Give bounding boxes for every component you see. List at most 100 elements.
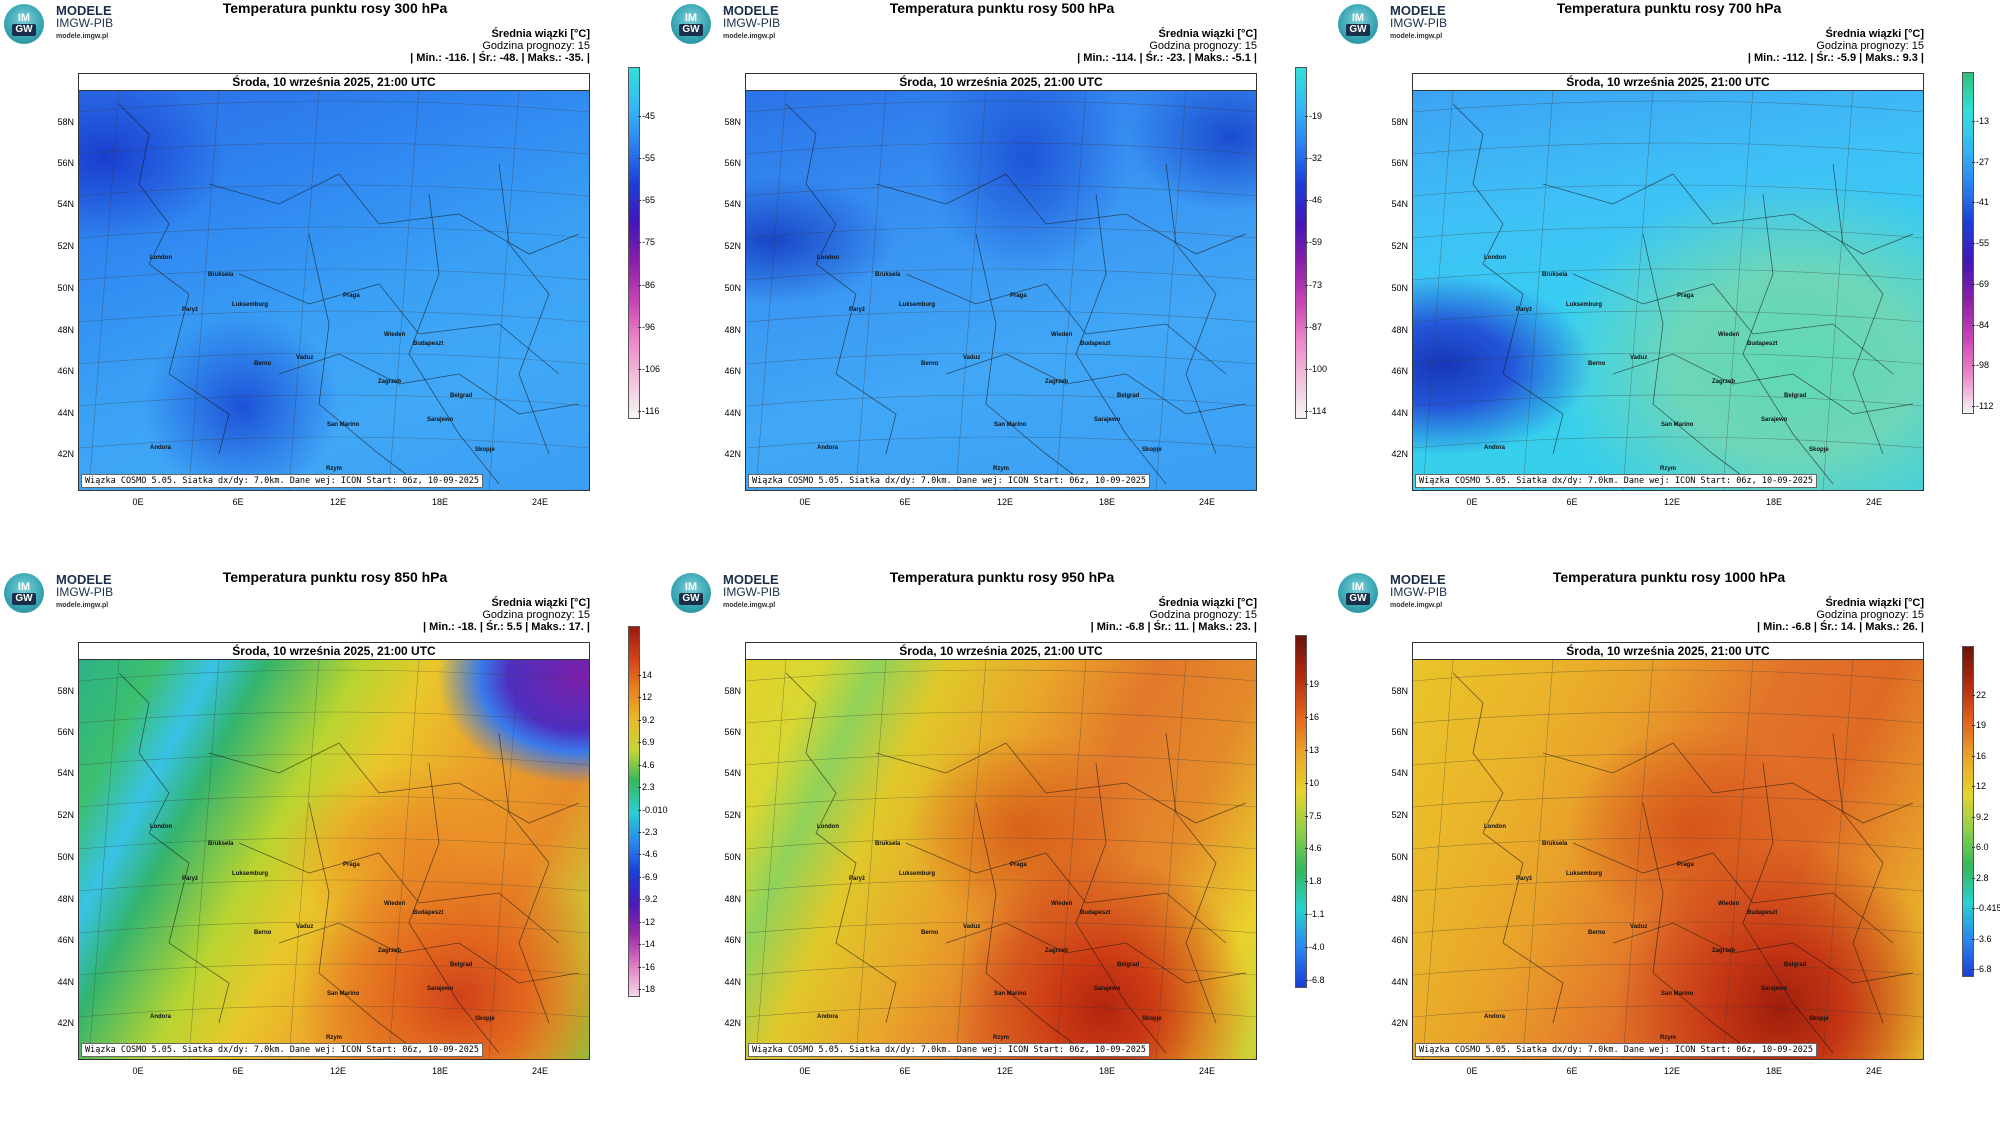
latitude-label: 42N — [1391, 1018, 1408, 1028]
latitude-label: 42N — [57, 449, 74, 459]
city-label: London — [1484, 824, 1506, 830]
latitude-gridline — [746, 837, 1256, 850]
city-label: Wiedeń — [1718, 901, 1740, 907]
city-label: Vaduz — [296, 355, 314, 361]
longitude-label: 18E — [1765, 1066, 1782, 1076]
latitude-label: 50N — [1391, 852, 1408, 862]
map-area: Środa, 10 września 2025, 21:00 UTC Wiązka… — [745, 73, 1257, 491]
country-border — [208, 173, 580, 255]
country-border — [1542, 742, 1914, 824]
city-label: Zagrzeb — [1045, 948, 1069, 954]
city-label: Skopje — [1809, 447, 1829, 453]
brand-line3: modele.imgw.pl — [56, 33, 109, 40]
city-label: Andora — [150, 1014, 171, 1020]
country-border — [785, 103, 897, 455]
country-border — [1612, 353, 1914, 415]
longitude-label: 12E — [996, 497, 1013, 507]
logo-top-text: IM — [684, 581, 698, 593]
latitude-label: 58N — [724, 117, 741, 127]
forecast-hour: Godzina prognozy: 15 — [1149, 40, 1257, 52]
brand-line1: MODELE — [56, 3, 112, 18]
latitude-label: 46N — [724, 366, 741, 376]
longitude-gridline — [188, 658, 220, 1059]
country-border — [975, 802, 1087, 1054]
colorbar-tick: -84 — [1971, 319, 1990, 330]
city-label: Paryż — [1516, 307, 1533, 313]
colorbar-tick: 6.0 — [1972, 842, 1989, 853]
country-border — [308, 233, 420, 485]
colorbar-tick: -114 — [1304, 406, 1327, 416]
imgw-logo: IM GW — [4, 573, 44, 613]
longitude-gridline — [1055, 658, 1087, 1059]
brand-line3: modele.imgw.pl — [1390, 33, 1443, 40]
colorbar-tick: 10 — [1304, 777, 1320, 788]
latitude-gridline — [746, 142, 1256, 155]
latitude-label: 52N — [1391, 241, 1408, 251]
brand-line2: IMGW-PIB — [1390, 16, 1448, 30]
colorbar-tick: 12 — [637, 692, 653, 703]
stats-line: | Min.: -114. | Śr.: -23. | Maks.: -5.1 … — [1077, 52, 1257, 64]
country-border — [238, 273, 560, 375]
latitude-label: 58N — [57, 117, 74, 127]
longitude-gridline — [88, 658, 120, 1059]
info-title: Średnia wiązki [°C] — [1825, 597, 1924, 609]
city-label: Praga — [1677, 293, 1694, 299]
latitude-label: 56N — [724, 727, 741, 737]
brand-line2: IMGW-PIB — [56, 16, 114, 30]
country-border — [498, 163, 550, 455]
colorbar-tick: 4.6 — [1305, 843, 1322, 854]
colorbar-tick: 13 — [1304, 744, 1320, 755]
latitude-gridline — [1413, 963, 1923, 976]
city-label: Luksemburg — [232, 302, 269, 308]
map-overlay — [79, 89, 589, 490]
latitude-label: 54N — [724, 768, 741, 778]
latitude-gridline — [746, 310, 1256, 323]
colorbar-tick: -27 — [1971, 156, 1990, 167]
longitude-gridline — [1722, 658, 1754, 1059]
latitude-gridline — [79, 142, 589, 155]
latitude-gridline — [1413, 394, 1923, 407]
stats-box: Średnia wiązki [°C] Godzina prognozy: 15 |… — [410, 28, 590, 64]
city-label: Wiedeń — [384, 332, 406, 338]
brand-line2: IMGW-PIB — [723, 16, 781, 30]
latitude-gridline — [79, 795, 589, 808]
map-area: Środa, 10 września 2025, 21:00 UTC Wiązka… — [1412, 73, 1924, 491]
city-label: Rzym — [1660, 466, 1677, 472]
latitude-gridline — [79, 963, 589, 976]
colorbar-tick: 2.3 — [638, 782, 655, 793]
city-label: Budapeszt — [413, 910, 444, 916]
colorbar-tick: -87 — [1304, 321, 1323, 332]
city-label: Andora — [817, 1014, 838, 1020]
latitude-gridline — [79, 879, 589, 892]
city-label: Praga — [343, 293, 360, 299]
latitude-label: 54N — [1391, 199, 1408, 209]
panel-title: Temperatura punktu rosy 300 hPa — [222, 0, 448, 16]
longitude-gridline — [188, 89, 220, 490]
info-title: Średnia wiązki [°C] — [1158, 28, 1257, 40]
colorbar-tick: -12 — [637, 916, 656, 927]
latitude-gridline — [1413, 795, 1923, 808]
city-label: Belgrad — [1117, 962, 1140, 968]
latitude-gridline — [1413, 184, 1923, 197]
stats-line: | Min.: -18. | Śr.: 5.5 | Maks.: 17. | — [423, 621, 590, 633]
city-label: Bruksela — [875, 272, 901, 278]
colorbar-tick: 7.5 — [1305, 810, 1322, 821]
map-date-header: Środa, 10 września 2025, 21:00 UTC — [79, 643, 589, 660]
stats-box: Średnia wiązki [°C] Godzina prognozy: 15 |… — [1091, 597, 1257, 633]
colorbar-tick: -45 — [637, 111, 656, 121]
longitude-label: 18E — [1765, 497, 1782, 507]
longitude-gridline — [1155, 89, 1187, 490]
city-label: Berno — [921, 930, 939, 936]
colorbar-tick: 16 — [1971, 750, 1987, 761]
latitude-gridline — [79, 837, 589, 850]
city-label: Wiedeń — [384, 901, 406, 907]
colorbar-tick: -98 — [1971, 360, 1990, 371]
city-label: Zagrzeb — [1712, 948, 1736, 954]
latitude-gridline — [1413, 711, 1923, 724]
latitude-gridline — [79, 310, 589, 323]
brand-text: MODELE IMGW-PIB modele.imgw.pl — [1390, 573, 1447, 612]
latitude-label: 42N — [724, 449, 741, 459]
latitude-gridline — [79, 921, 589, 934]
brand-line3: modele.imgw.pl — [723, 33, 776, 40]
city-label: Rzym — [326, 1035, 343, 1041]
